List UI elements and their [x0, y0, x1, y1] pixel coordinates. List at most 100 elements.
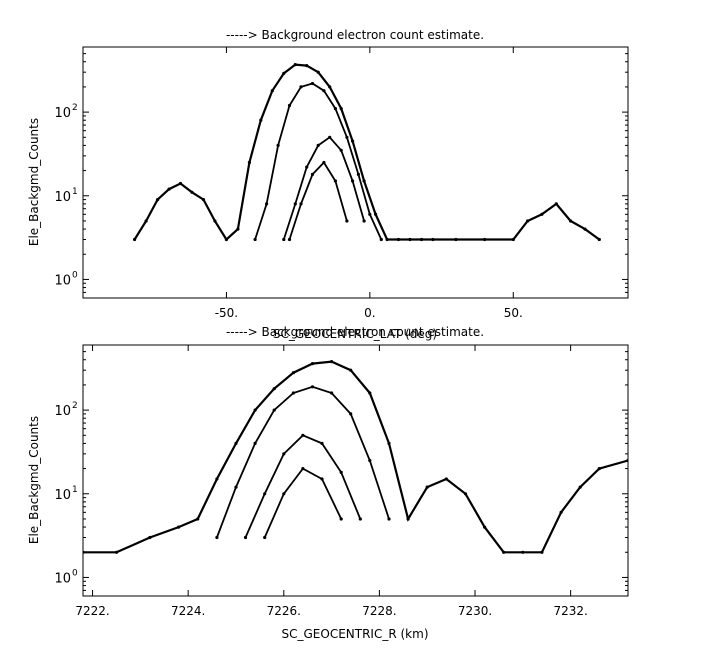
panel-1-point [345, 219, 349, 223]
panel-2-point [114, 550, 119, 554]
panel-2-series-4 [263, 467, 343, 538]
panel-1-point [247, 160, 251, 165]
panel-2-point [263, 535, 267, 540]
panel-2-point [358, 517, 362, 521]
panel-1-series-4 [288, 161, 348, 240]
panel-1-marks [133, 63, 601, 242]
panel-2-point [234, 485, 238, 489]
panel-2-ylabel: Ele_Backgmd_Counts [27, 416, 41, 544]
panel-1-ylabel: Ele_Backgmd_Counts [27, 118, 41, 246]
panel-1-point [305, 64, 309, 68]
y-tick-label: 10 [54, 106, 71, 121]
panel-1-point [333, 107, 337, 111]
panel-2-point [330, 391, 334, 395]
panel-2-point [626, 458, 628, 463]
panel-1-point [322, 89, 326, 93]
panel-2-point [253, 408, 257, 412]
x-tick-label: 7232. [553, 604, 587, 618]
panel-1-point [282, 71, 286, 75]
panel-2-frame [82, 344, 629, 597]
panel-2-point [339, 517, 343, 521]
panel-1-point [322, 160, 326, 165]
panel-2-point [196, 517, 200, 521]
panel-1-point [190, 190, 194, 194]
panel-2-title: -----> Background electron count estimat… [226, 325, 484, 339]
panel-2-point [320, 477, 324, 481]
panel-2-point [368, 458, 372, 463]
panel-2-point [291, 371, 295, 375]
panel-1-point [265, 202, 269, 206]
panel-2-point [425, 485, 429, 489]
panel-2-point [330, 360, 334, 364]
panel-1-point [310, 172, 315, 176]
panel-1-point [345, 135, 349, 139]
panel-1-point [408, 237, 412, 242]
panel-2-point [301, 467, 305, 471]
panel-2-point [578, 485, 582, 489]
panel-2-point [406, 517, 410, 521]
panel-1-point [299, 202, 303, 206]
panel-1-point [419, 237, 424, 242]
panel-2-point [282, 452, 286, 456]
panel-1-point [351, 179, 355, 183]
panel-1-series-1 [133, 63, 600, 242]
panel-1-point [316, 143, 320, 147]
panel-1-point [310, 81, 315, 86]
panel-2-point [339, 470, 343, 474]
panel-1-point [483, 237, 487, 242]
panel-1-point [224, 237, 228, 242]
panel-1-point [328, 135, 332, 139]
panel-2-point [320, 441, 324, 445]
panel-1-point [362, 219, 366, 223]
y-tick-label: 10 [54, 488, 71, 503]
panel-2-series-3 [244, 434, 362, 538]
panel-1-point [597, 237, 601, 242]
panel-1-point [178, 181, 183, 186]
panel-1-point [270, 89, 274, 93]
panel-1-point [569, 219, 573, 223]
y-tick-label: 10 [54, 273, 71, 288]
panel-2-point [291, 391, 295, 395]
panel-1-point [259, 118, 263, 122]
panel-1-point [385, 237, 389, 242]
panel-1-point [213, 219, 217, 223]
y-tick-label: 10 [54, 571, 71, 586]
panel-2-point [282, 492, 286, 496]
panel-1-point [253, 237, 257, 242]
panel-1-series-3 [282, 136, 365, 240]
panel-1-point [299, 85, 303, 89]
panel-1-xlabel: SC_GEOCENTRIC_LAT (deg) [273, 327, 437, 341]
y-tick-label: 10 [54, 190, 71, 205]
panel-1-frame [82, 46, 629, 299]
panel-2-point [215, 477, 219, 481]
panel-2-point [349, 412, 353, 416]
panel-1-point [201, 198, 206, 202]
panel-1-point [511, 237, 515, 242]
panel-2-point [310, 362, 315, 366]
panel-1-title: -----> Background electron count estimat… [226, 28, 484, 42]
panel-1-point [305, 165, 309, 169]
panel-2-point [483, 525, 487, 529]
panel-1-point [356, 172, 360, 176]
panel-2-series-1 [83, 360, 628, 554]
panel-2-point [368, 391, 372, 395]
panel-1: -----> Background electron count estimat… [27, 28, 629, 341]
panel-1-point [276, 143, 280, 147]
panel-2-point [272, 408, 276, 412]
x-tick-label: 7226. [267, 604, 301, 618]
panel-1-series-2 [254, 82, 383, 240]
panel-1-point [554, 202, 558, 206]
panel-1-point [583, 227, 587, 231]
panel-2-point [502, 550, 506, 554]
panel-2-point [310, 385, 315, 389]
panel-2-point [559, 510, 563, 514]
panel-1-point [287, 237, 292, 242]
panel-1-point [454, 237, 458, 242]
y-tick-exponent: 1 [72, 187, 78, 197]
x-tick-label: 50. [504, 306, 523, 320]
y-tick-label: 10 [54, 404, 71, 419]
panel-2-point [463, 492, 468, 496]
panel-2-point [301, 433, 305, 437]
